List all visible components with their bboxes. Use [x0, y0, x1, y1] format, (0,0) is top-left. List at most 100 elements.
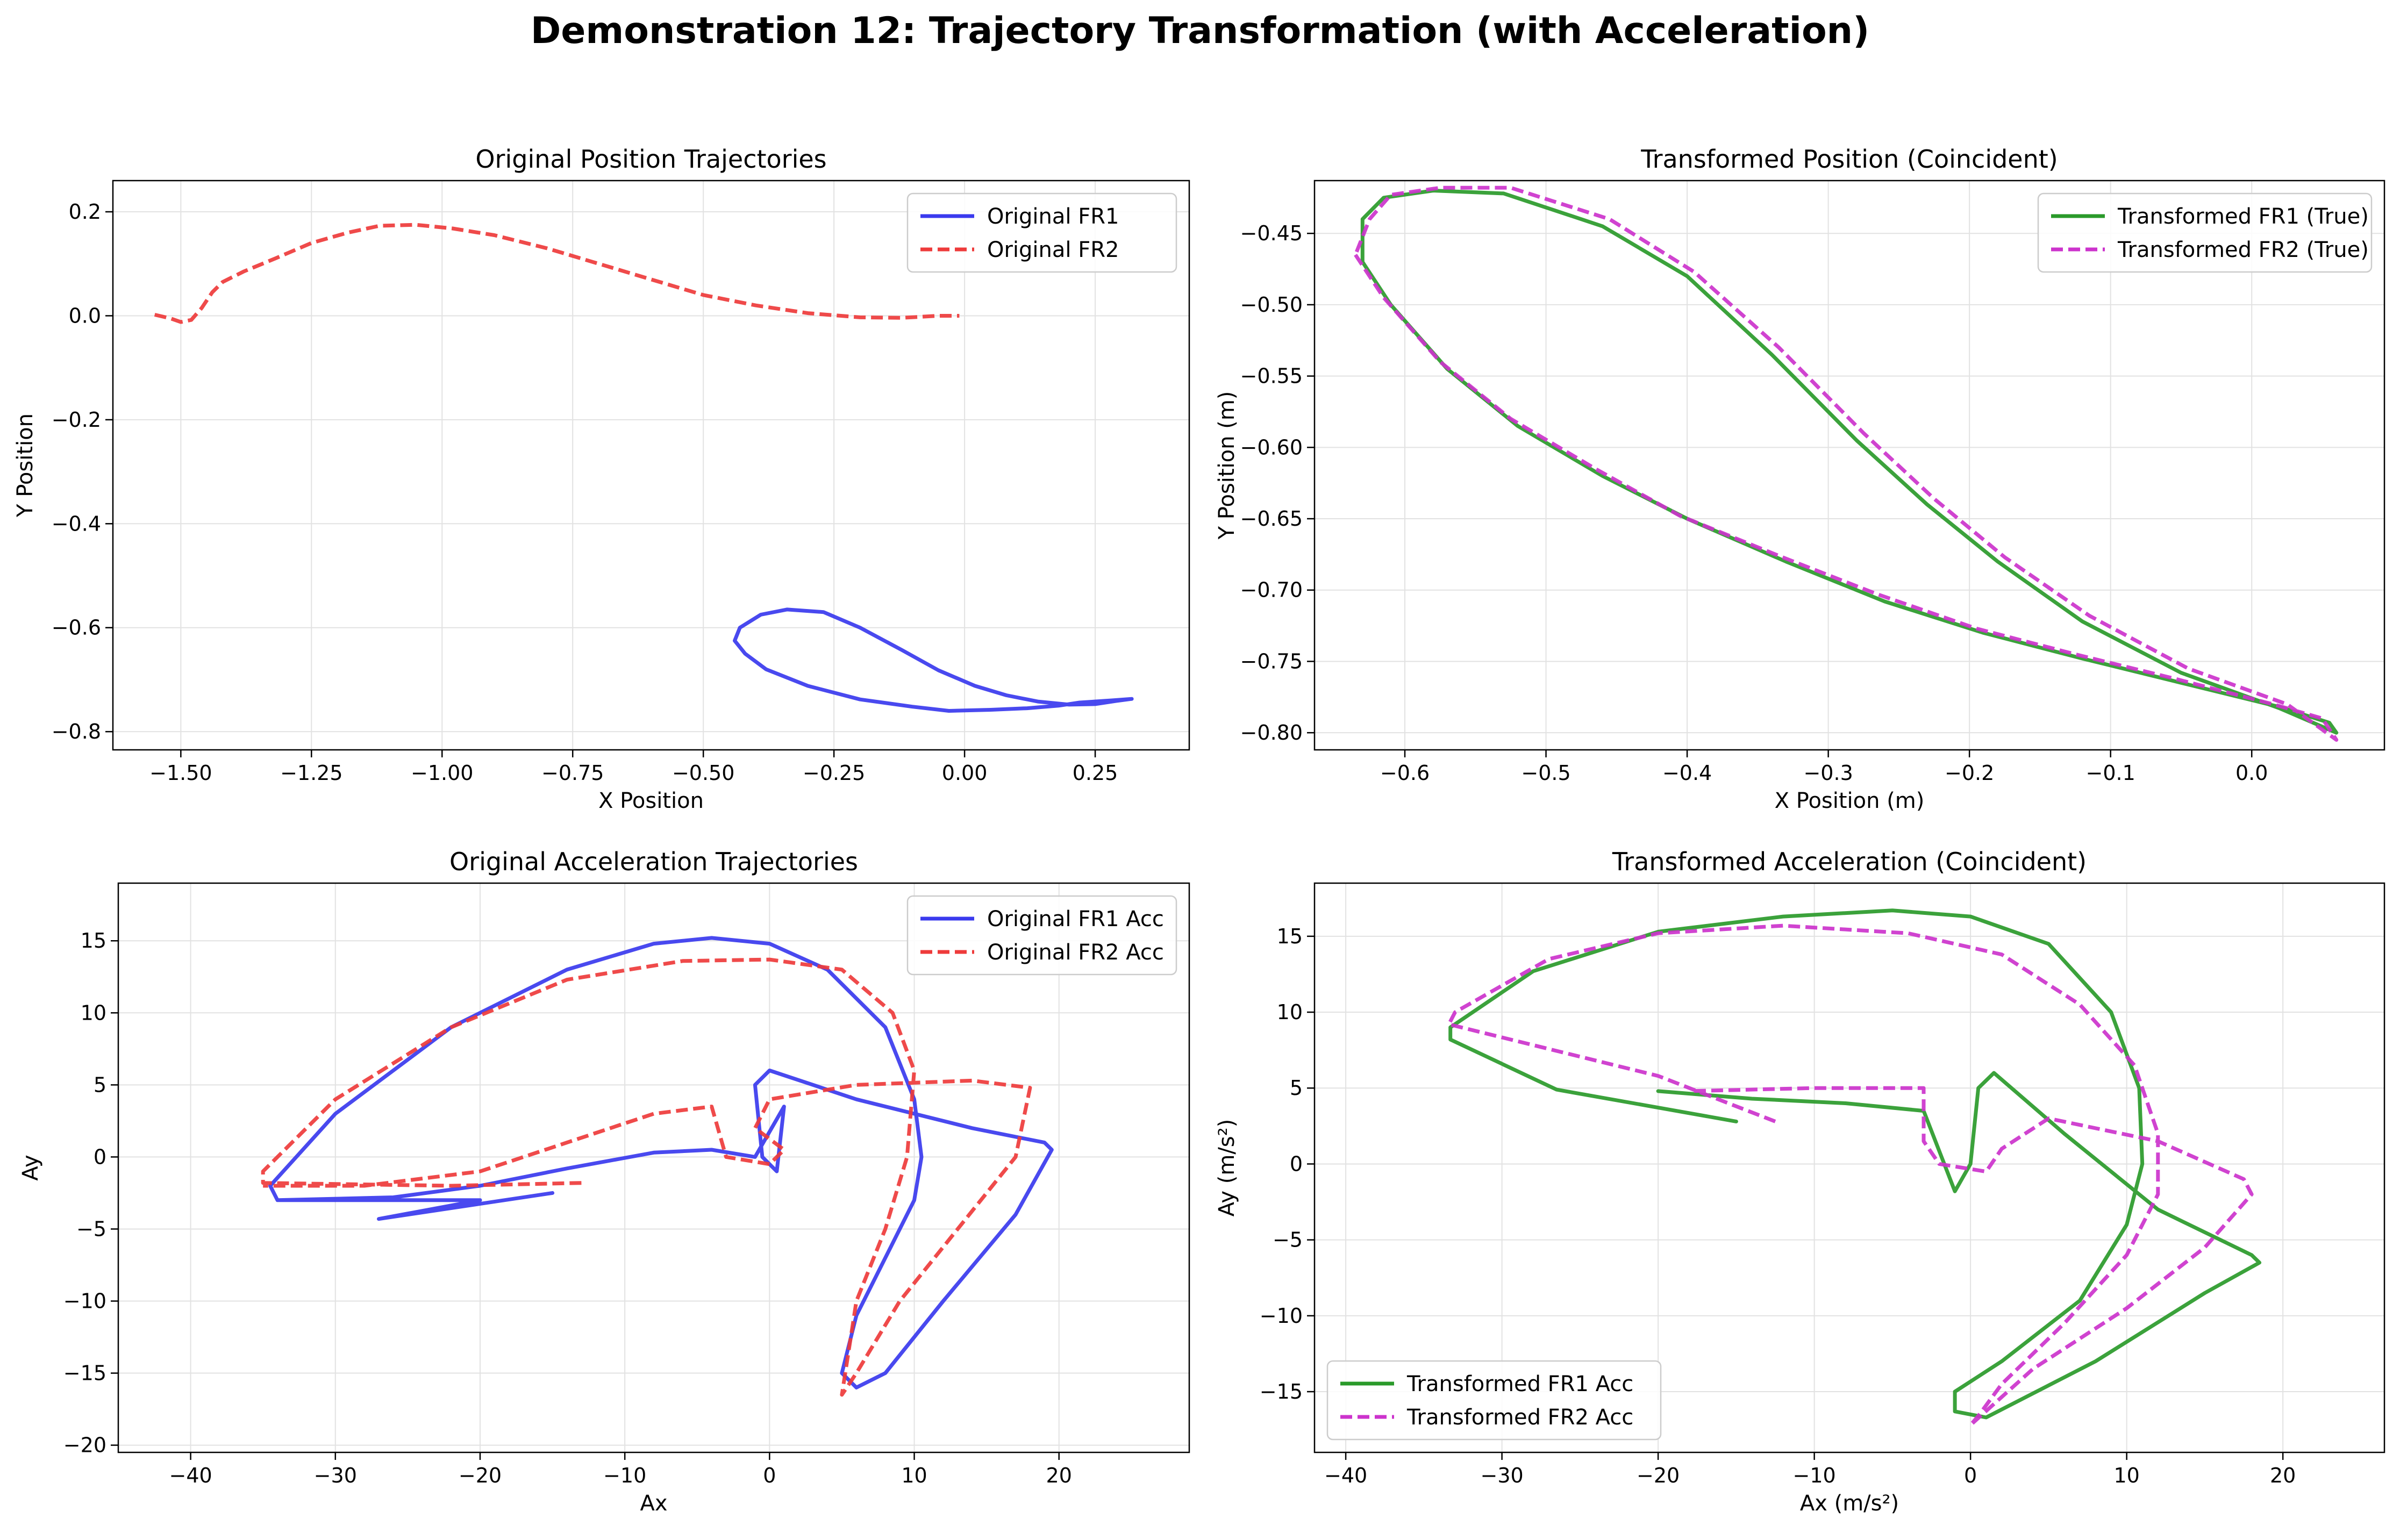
x-tick-label: 0.0	[2235, 761, 2268, 785]
x-tick-label: −40	[1324, 1464, 1367, 1487]
y-tick-label: 5	[94, 1073, 106, 1097]
legend-label: Transformed FR1 (True)	[2117, 204, 2369, 229]
y-tick-label: −0.70	[1240, 578, 1303, 602]
legend-label: Original FR2 Acc	[987, 940, 1164, 965]
series-line-1	[1448, 908, 2262, 1420]
legend-label: Transformed FR2 Acc	[1406, 1405, 1633, 1430]
y-tick-label: −10	[63, 1289, 106, 1313]
axes-frame	[112, 180, 1190, 751]
axes-frame	[117, 882, 1190, 1453]
x-tick-label: 0.25	[1073, 761, 1118, 785]
x-tick-label: −1.00	[411, 761, 473, 785]
series-line-2	[154, 223, 960, 324]
axes-frame	[1313, 882, 2385, 1453]
panel-transformed-acceleration: −40 −30 −20 −10 0 10 20 15 10 5 0 −5 −10 −15 Transform…	[1215, 847, 2385, 1516]
x-tick-label: −0.5	[1521, 761, 1570, 785]
y-tick-label: −15	[1260, 1380, 1303, 1403]
y-tick-label: −0.65	[1240, 507, 1303, 531]
y-tick-label: −0.45	[1240, 221, 1303, 245]
x-tick-label: 0.00	[942, 761, 988, 785]
y-tick-label: 0.2	[69, 200, 101, 224]
panel-transformed-position: −0.6 −0.5 −0.4 −0.3 −0.2 −0.1 0.0 −0.45 −0.50 −0.…	[1215, 145, 2385, 813]
y-tick-label: −0.75	[1240, 649, 1303, 673]
x-tick-label: −0.75	[541, 761, 604, 785]
x-axis-label: Ax	[640, 1491, 667, 1516]
y-axis-label: Y Position (m)	[1215, 391, 1239, 540]
y-tick-label: 15	[81, 929, 106, 952]
figure-title: Demonstration 12: Trajectory Transformat…	[531, 10, 1869, 52]
y-tick-label: 5	[1290, 1076, 1303, 1100]
x-tick-label: −0.50	[672, 761, 734, 785]
x-tick-label: −10	[603, 1464, 646, 1487]
legend-box	[906, 192, 1177, 273]
x-tick-label: 20	[2270, 1464, 2296, 1487]
axes-title: Transformed Position (Coincident)	[1640, 145, 2058, 174]
y-tick-label: −0.50	[1240, 293, 1303, 317]
legend-label: Transformed FR2 (True)	[2117, 238, 2369, 262]
legend-box	[1326, 1360, 1662, 1441]
legend: Transformed FR1 Acc Transformed FR2 Acc	[1326, 1360, 1662, 1441]
x-tick-label: −1.50	[149, 761, 212, 785]
x-tick-label: −10	[1793, 1464, 1836, 1487]
series-line-2	[261, 957, 1032, 1397]
y-tick-label: −0.60	[1240, 435, 1303, 459]
y-tick-label: −15	[63, 1362, 106, 1385]
x-tick-label: −40	[169, 1464, 212, 1487]
x-tick-label: −30	[314, 1464, 357, 1487]
x-tick-label: −0.2	[1945, 761, 1994, 785]
legend-box	[906, 895, 1177, 976]
legend-box	[2037, 192, 2373, 273]
y-tick-label: 0	[94, 1145, 106, 1169]
panel-original-acceleration: −40 −30 −20 −10 0 10 20 15 10 5 0 −5 −10 −15 −20 Origin…	[18, 847, 1190, 1516]
x-tick-label: −20	[459, 1464, 502, 1487]
y-tick-label: 0	[1290, 1152, 1303, 1176]
y-axis-label: Ay (m/s²)	[1215, 1119, 1239, 1217]
x-tick-label: 10	[2113, 1464, 2139, 1487]
axes-title: Transformed Acceleration (Coincident)	[1612, 847, 2087, 876]
x-tick-label: 0	[763, 1464, 776, 1487]
axes-frame	[1313, 180, 2385, 751]
series-line-1	[733, 607, 1134, 713]
x-tick-label: −30	[1481, 1464, 1524, 1487]
y-tick-label: −0.4	[52, 512, 101, 535]
y-tick-label: −5	[1273, 1228, 1303, 1252]
y-tick-label: −0.8	[52, 720, 101, 743]
legend-label: Transformed FR1 Acc	[1406, 1372, 1633, 1396]
legend: Original FR1 Acc Original FR2 Acc	[906, 895, 1177, 976]
x-tick-label: 10	[901, 1464, 927, 1487]
y-tick-label: −5	[76, 1217, 106, 1241]
series-line-1	[268, 936, 1054, 1389]
axes-title: Original Position Trajectories	[475, 145, 826, 174]
legend-label: Original FR2	[987, 238, 1119, 262]
x-tick-label: −0.6	[1380, 761, 1430, 785]
legend: Transformed FR1 (True) Transformed FR2 (T…	[2037, 192, 2373, 273]
y-tick-label: 0.0	[69, 304, 101, 327]
x-tick-label: −0.4	[1662, 761, 1712, 785]
y-axis-label: Ay	[18, 1155, 43, 1180]
y-tick-label: −0.6	[52, 616, 101, 640]
y-tick-label: 15	[1277, 925, 1303, 948]
x-axis-label: X Position	[598, 789, 704, 813]
x-tick-label: −0.25	[803, 761, 865, 785]
x-tick-label: −20	[1637, 1464, 1680, 1487]
y-tick-label: −10	[1260, 1304, 1303, 1328]
y-tick-label: 10	[1277, 1000, 1303, 1024]
axes-title: Original Acceleration Trajectories	[449, 847, 858, 876]
y-tick-label: −20	[63, 1434, 106, 1457]
y-tick-label: −0.2	[52, 408, 101, 432]
x-tick-label: 20	[1046, 1464, 1072, 1487]
legend-label: Original FR1 Acc	[987, 907, 1164, 932]
x-axis-label: Ax (m/s²)	[1800, 1491, 1899, 1516]
y-axis-label: Y Position	[13, 413, 38, 518]
series-line-2	[1447, 923, 2254, 1427]
series-line-2	[1353, 185, 2339, 742]
panel-original-position: −1.50 −1.25 −1.00 −0.75 −0.50 −0.25 0.00 0.25 0.…	[13, 145, 1190, 813]
x-tick-label: −0.3	[1803, 761, 1853, 785]
x-tick-label: −0.1	[2086, 761, 2135, 785]
y-tick-label: −0.55	[1240, 364, 1303, 388]
x-tick-label: 0	[1964, 1464, 1977, 1487]
legend: Original FR1 Original FR2	[906, 192, 1177, 273]
legend-label: Original FR1	[987, 204, 1119, 229]
x-tick-label: −1.25	[280, 761, 342, 785]
